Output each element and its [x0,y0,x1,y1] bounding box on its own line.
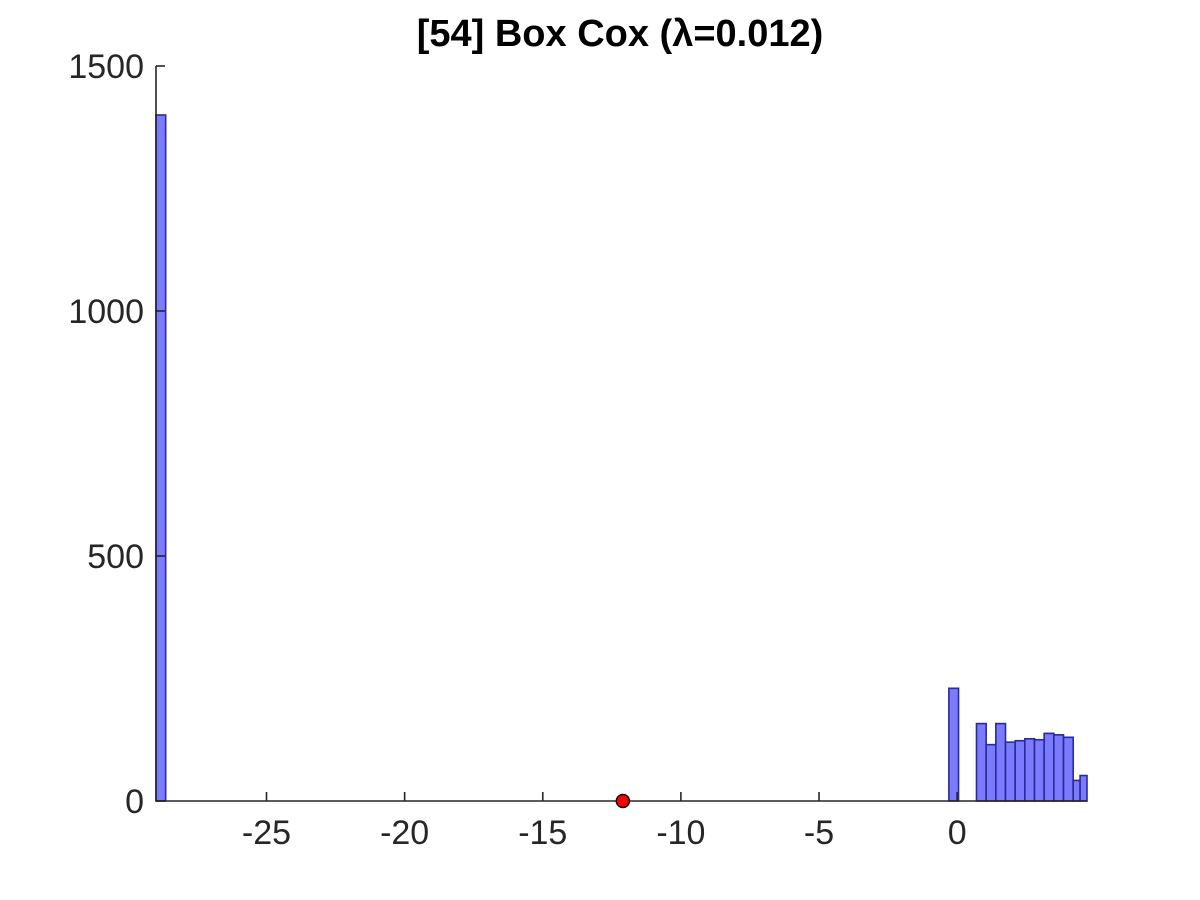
x-axis-ticks: -25 -20 -15 -10 -5 0 [242,792,967,852]
histogram-bar-10 [1053,734,1065,802]
histogram-bar-4 [995,722,1007,802]
histogram-bar-6 [1014,739,1026,802]
x-tick-label: -25 [242,814,291,852]
x-tick-label: -10 [656,814,705,852]
y-tick-label: 500 [87,538,144,576]
x-tick-label: -20 [380,814,429,852]
histogram-bar-9 [1043,732,1055,802]
histogram-bar-5 [1004,741,1016,802]
histogram-bar-8 [1033,738,1045,802]
histogram-bar-7 [1024,737,1036,802]
histogram-bar-13 [1079,774,1088,802]
data-marker-0 [615,793,631,809]
y-tick-label: 1500 [68,48,144,86]
y-axis-ticks: 0 500 1000 1500 [68,48,165,821]
x-tick-label: 0 [948,814,967,852]
y-tick-label: 0 [125,783,144,821]
histogram-bar-3 [985,743,997,802]
x-tick-label: -5 [804,814,834,852]
histogram-bar-12 [1072,779,1081,802]
histogram-bar-2 [975,722,987,802]
x-tick-label: -15 [518,814,567,852]
data-markers [615,793,631,809]
histogram-bar-11 [1062,736,1074,802]
histogram-bars [155,114,1088,802]
y-tick-label: 1000 [68,293,144,331]
chart-title: [54] Box Cox (λ=0.012) [417,13,824,55]
histogram-bar-0 [155,114,167,802]
axes [155,66,1087,802]
histogram-bar-1 [948,687,960,802]
